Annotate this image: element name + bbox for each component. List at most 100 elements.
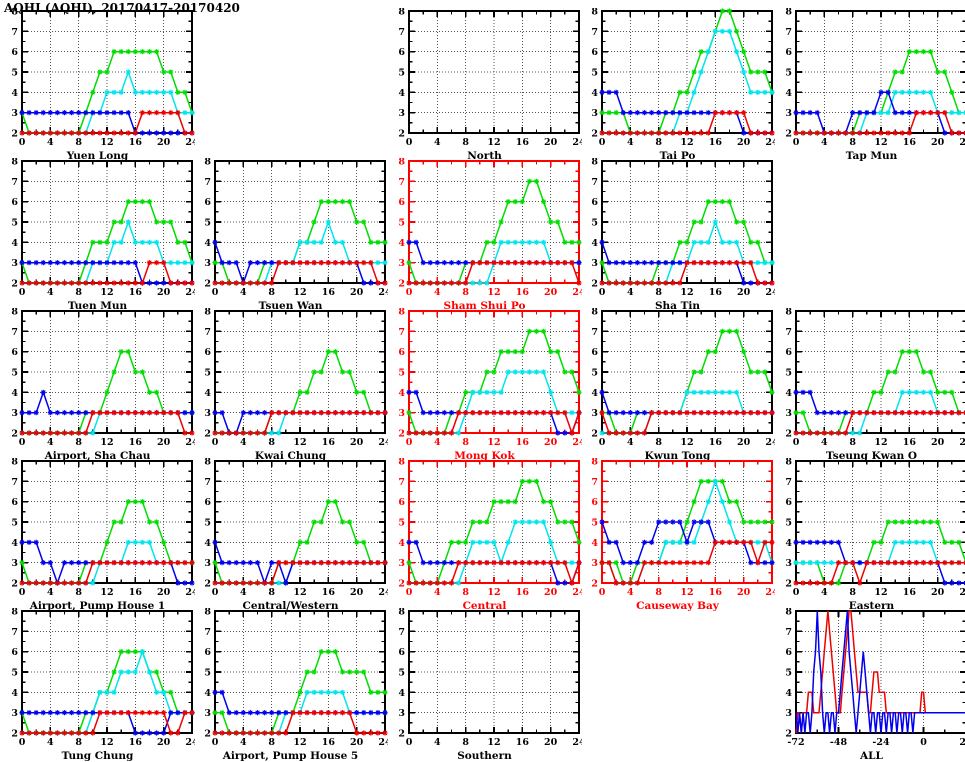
svg-text:7: 7 — [204, 477, 211, 488]
svg-text:5: 5 — [204, 218, 211, 229]
svg-text:3: 3 — [398, 408, 405, 419]
svg-text:8: 8 — [11, 158, 18, 168]
svg-text:2: 2 — [398, 279, 405, 290]
panel-title: Tuen Mun — [67, 300, 128, 312]
svg-text:5: 5 — [591, 68, 598, 79]
svg-text:20: 20 — [350, 287, 364, 298]
svg-text:4: 4 — [11, 388, 18, 399]
svg-text:6: 6 — [398, 347, 405, 358]
svg-text:24: 24 — [959, 587, 965, 598]
plot-canvas: 2 3 4 5 6 7 8 0 4 8 12 16 20 24 — [11, 158, 195, 298]
svg-text:8: 8 — [849, 137, 856, 148]
svg-text:24: 24 — [572, 137, 582, 148]
svg-text:6: 6 — [785, 497, 792, 508]
svg-text:7: 7 — [398, 27, 405, 38]
panel-title: Airport, Sha Chau — [44, 450, 151, 462]
svg-text:8: 8 — [268, 737, 275, 748]
svg-text:24: 24 — [378, 737, 388, 748]
svg-text:12: 12 — [487, 287, 500, 298]
svg-text:4: 4 — [11, 538, 18, 549]
svg-text:24: 24 — [185, 437, 195, 448]
panel-title: ALL — [860, 750, 883, 762]
svg-text:12: 12 — [487, 137, 500, 148]
svg-text:4: 4 — [434, 287, 441, 298]
svg-text:5: 5 — [398, 368, 405, 379]
svg-text:8: 8 — [462, 437, 469, 448]
svg-text:0: 0 — [19, 437, 26, 448]
svg-text:0: 0 — [920, 737, 927, 748]
svg-text:4: 4 — [11, 688, 18, 699]
svg-text:16: 16 — [129, 287, 143, 298]
svg-text:6: 6 — [204, 197, 211, 208]
svg-text:4: 4 — [11, 88, 18, 99]
plot-canvas: 2 3 4 5 6 7 8 0 4 8 12 16 20 24 — [785, 458, 965, 598]
svg-text:4: 4 — [591, 388, 598, 399]
svg-text:16: 16 — [709, 287, 723, 298]
svg-text:6: 6 — [11, 647, 18, 658]
svg-text:8: 8 — [655, 287, 662, 298]
svg-text:8: 8 — [785, 608, 792, 618]
svg-text:4: 4 — [47, 437, 54, 448]
plot-panel-all: 2 3 4 5 6 7 8 -72 -48 -24 0 24 ALL — [774, 608, 965, 762]
panel-title: Central/Western — [242, 600, 339, 612]
svg-text:3: 3 — [11, 558, 18, 569]
plot-panel-yuen-long: 2 3 4 5 6 7 8 0 4 8 12 16 20 24 Yuen Long — [0, 8, 195, 162]
svg-text:7: 7 — [11, 177, 18, 188]
svg-text:20: 20 — [350, 737, 364, 748]
svg-text:-24: -24 — [872, 737, 890, 748]
panel-title: Tai Po — [659, 150, 696, 162]
svg-text:4: 4 — [627, 437, 634, 448]
svg-text:3: 3 — [398, 258, 405, 269]
svg-text:2: 2 — [11, 729, 18, 740]
plot-panel-central: 2 3 4 5 6 7 8 0 4 8 12 16 20 24 Central — [387, 458, 582, 612]
plot-panel-airport-pump-house-1: 2 3 4 5 6 7 8 0 4 8 12 16 20 24 Airport, Pump House 1 — [0, 458, 195, 612]
svg-text:16: 16 — [322, 737, 336, 748]
svg-text:4: 4 — [434, 437, 441, 448]
svg-text:8: 8 — [398, 8, 405, 18]
svg-text:3: 3 — [204, 258, 211, 269]
svg-text:20: 20 — [931, 137, 945, 148]
svg-text:5: 5 — [11, 518, 18, 529]
svg-text:24: 24 — [572, 437, 582, 448]
svg-text:16: 16 — [903, 437, 917, 448]
svg-text:16: 16 — [322, 587, 336, 598]
svg-text:4: 4 — [627, 137, 634, 148]
svg-text:4: 4 — [434, 137, 441, 148]
svg-text:8: 8 — [591, 308, 598, 318]
svg-text:0: 0 — [212, 437, 219, 448]
svg-text:4: 4 — [821, 437, 828, 448]
svg-text:4: 4 — [47, 587, 54, 598]
plot-canvas: 2 3 4 5 6 7 8 0 4 8 12 16 20 24 — [398, 608, 582, 748]
svg-text:0: 0 — [19, 587, 26, 598]
svg-text:7: 7 — [398, 477, 405, 488]
svg-text:3: 3 — [204, 408, 211, 419]
svg-text:20: 20 — [737, 137, 751, 148]
svg-text:24: 24 — [185, 737, 195, 748]
svg-text:20: 20 — [157, 587, 171, 598]
svg-text:2: 2 — [204, 729, 211, 740]
svg-text:6: 6 — [785, 47, 792, 58]
svg-text:12: 12 — [680, 287, 693, 298]
svg-text:24: 24 — [572, 737, 582, 748]
svg-text:3: 3 — [11, 708, 18, 719]
svg-text:2: 2 — [11, 129, 18, 140]
panel-title: Kwun Tong — [644, 450, 711, 462]
plot-canvas: 2 3 4 5 6 7 8 0 4 8 12 16 20 24 — [398, 158, 582, 298]
svg-text:20: 20 — [737, 287, 751, 298]
svg-text:12: 12 — [680, 437, 693, 448]
svg-text:8: 8 — [785, 308, 792, 318]
svg-text:0: 0 — [793, 137, 800, 148]
panel-title: Central — [462, 600, 507, 612]
svg-text:4: 4 — [591, 88, 598, 99]
svg-text:4: 4 — [204, 388, 211, 399]
svg-text:0: 0 — [599, 587, 606, 598]
svg-text:7: 7 — [591, 477, 598, 488]
svg-text:6: 6 — [204, 347, 211, 358]
panel-title: North — [467, 150, 502, 162]
plot-panel-tuen-mun: 2 3 4 5 6 7 8 0 4 8 12 16 20 24 Tuen Mun — [0, 158, 195, 312]
panel-title: Yuen Long — [66, 150, 129, 162]
svg-text:2: 2 — [591, 579, 598, 590]
plot-canvas: 2 3 4 5 6 7 8 0 4 8 12 16 20 24 — [398, 308, 582, 448]
svg-text:5: 5 — [11, 368, 18, 379]
svg-text:20: 20 — [931, 437, 945, 448]
